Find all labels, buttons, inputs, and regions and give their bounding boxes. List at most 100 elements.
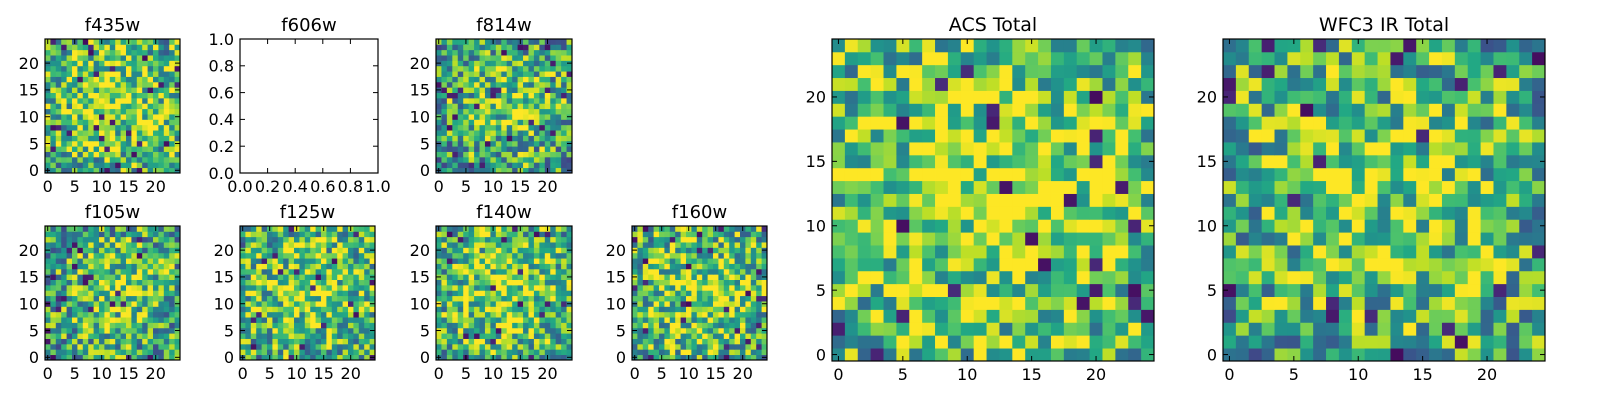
heatmap-cell bbox=[973, 64, 987, 79]
heatmap-cell bbox=[364, 231, 370, 238]
heatmap-cell bbox=[158, 97, 165, 104]
heatmap-cell bbox=[353, 327, 360, 334]
heatmap-cell bbox=[479, 263, 486, 270]
heatmap-cell bbox=[528, 306, 535, 313]
heatmap-cell bbox=[142, 87, 148, 93]
heatmap-cell bbox=[115, 44, 121, 51]
heatmap-cell bbox=[561, 55, 567, 61]
heatmap-cell bbox=[922, 64, 936, 79]
heatmap-cell bbox=[555, 268, 562, 275]
heatmap-cell bbox=[528, 338, 535, 345]
heatmap-cell bbox=[490, 268, 497, 275]
heatmap-cell bbox=[1506, 335, 1520, 349]
heatmap-cell bbox=[288, 333, 295, 339]
heatmap-cell bbox=[147, 140, 154, 147]
heatmap-cell bbox=[174, 349, 181, 356]
heatmap-cell bbox=[870, 90, 884, 104]
heatmap-cell bbox=[479, 338, 486, 345]
heatmap-cell bbox=[342, 242, 349, 248]
heatmap-cell bbox=[653, 284, 660, 291]
heatmap-cell bbox=[506, 317, 513, 323]
heatmap-cell bbox=[960, 51, 975, 66]
heatmap-cell bbox=[501, 354, 508, 361]
heatmap-cell bbox=[136, 284, 143, 291]
heatmap-cell bbox=[832, 90, 846, 104]
heatmap-cell bbox=[691, 236, 698, 243]
heatmap-cell bbox=[857, 77, 872, 91]
heatmap-cell bbox=[729, 354, 735, 361]
heatmap-cell bbox=[169, 236, 175, 243]
heatmap-cell bbox=[240, 263, 246, 270]
heatmap-cell bbox=[93, 114, 100, 120]
heatmap-cell bbox=[960, 90, 975, 104]
heatmap-cell bbox=[555, 81, 562, 88]
heatmap-cell bbox=[555, 322, 562, 329]
heatmap-cell bbox=[174, 258, 181, 264]
heatmap-cell bbox=[1248, 206, 1263, 220]
heatmap-cell bbox=[136, 151, 143, 158]
heatmap-cell bbox=[452, 76, 459, 83]
heatmap-cell bbox=[61, 76, 67, 83]
heatmap-cell bbox=[642, 343, 649, 350]
heatmap-cell bbox=[1441, 180, 1456, 194]
heatmap-cell bbox=[501, 151, 508, 158]
x-tick-label: 10 bbox=[483, 177, 503, 196]
heatmap-cell bbox=[648, 247, 654, 254]
heatmap-cell bbox=[484, 311, 491, 318]
heatmap-cell bbox=[723, 343, 730, 350]
heatmap-cell bbox=[1089, 51, 1103, 66]
heatmap-cell bbox=[718, 274, 725, 280]
heatmap-cell bbox=[66, 306, 73, 313]
heatmap-cell bbox=[1377, 257, 1391, 272]
heatmap-cell bbox=[72, 263, 78, 270]
heatmap-cell bbox=[104, 55, 111, 61]
heatmap-cell bbox=[669, 349, 676, 356]
heatmap-cell bbox=[555, 284, 562, 291]
heatmap-cell bbox=[55, 60, 62, 67]
heatmap-cell bbox=[66, 252, 73, 259]
heatmap-cell bbox=[750, 263, 757, 270]
heatmap-cell bbox=[844, 116, 859, 130]
heatmap-cell bbox=[55, 343, 62, 350]
heatmap-cell bbox=[528, 39, 535, 45]
heatmap-cell bbox=[452, 343, 459, 350]
heatmap-cell bbox=[158, 124, 165, 131]
heatmap-cell bbox=[501, 92, 508, 99]
heatmap-cell bbox=[158, 119, 165, 126]
heatmap-cell bbox=[61, 114, 67, 120]
heatmap-cell bbox=[61, 119, 67, 126]
heatmap-cell bbox=[163, 140, 170, 147]
heatmap-cell bbox=[664, 242, 671, 248]
heatmap-cell bbox=[1454, 219, 1469, 233]
y-tick-label: 5 bbox=[29, 134, 39, 153]
heatmap-cell bbox=[1493, 322, 1507, 336]
heatmap-cell bbox=[104, 242, 111, 248]
heatmap-cell bbox=[61, 295, 67, 302]
heatmap-cell bbox=[909, 142, 923, 156]
heatmap-cell bbox=[566, 338, 573, 345]
heatmap-cell bbox=[484, 274, 491, 280]
heatmap-cell bbox=[495, 44, 502, 51]
y-tick-label: 10 bbox=[214, 294, 234, 313]
heatmap-cell bbox=[484, 87, 491, 93]
heatmap-cell bbox=[1038, 180, 1052, 194]
heatmap-cell bbox=[240, 284, 246, 291]
heatmap-cell bbox=[99, 306, 105, 313]
heatmap-cell bbox=[1519, 219, 1533, 233]
heatmap-cell bbox=[283, 317, 289, 323]
heatmap-cell bbox=[495, 130, 502, 136]
heatmap-cell bbox=[632, 236, 638, 243]
heatmap-cell bbox=[1351, 335, 1366, 349]
heatmap-cell bbox=[1128, 206, 1142, 220]
heatmap-cell bbox=[484, 162, 491, 169]
heatmap-cell bbox=[935, 206, 949, 220]
heatmap-cell bbox=[533, 327, 540, 334]
heatmap-cell bbox=[495, 290, 502, 297]
heatmap-cell bbox=[909, 335, 923, 349]
heatmap-cell bbox=[261, 284, 268, 291]
heatmap-cell bbox=[136, 76, 143, 83]
heatmap-cell bbox=[1416, 219, 1430, 233]
y-tick-label: 0 bbox=[29, 161, 39, 180]
heatmap-cell bbox=[1313, 257, 1327, 272]
heatmap-cell bbox=[50, 322, 57, 329]
